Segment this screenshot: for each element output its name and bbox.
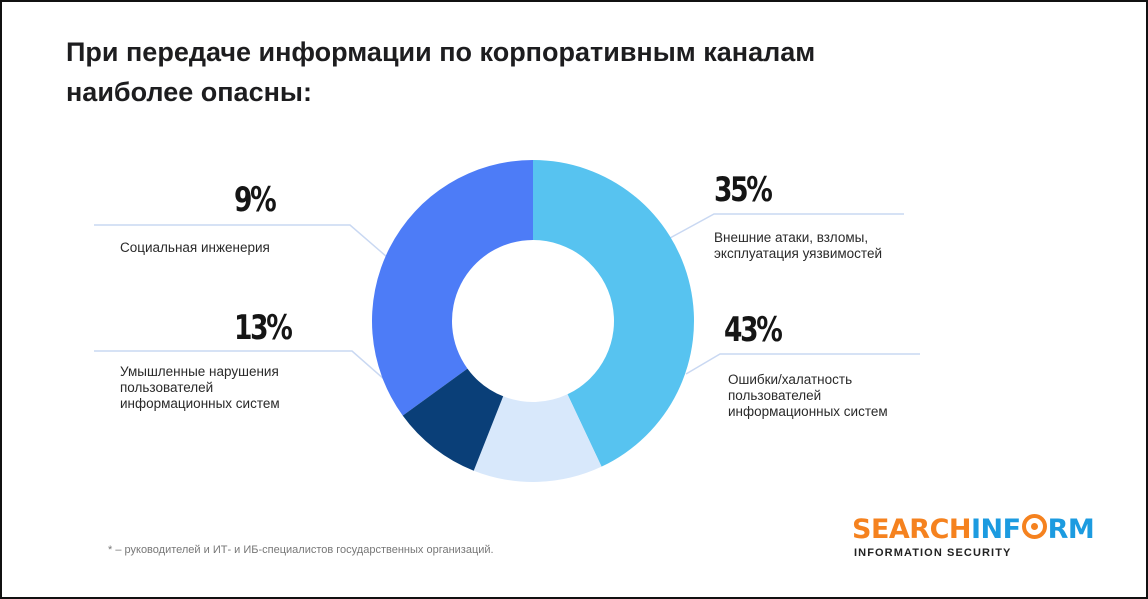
label-intentional: Умышленные нарушения пользователей инфор… <box>120 364 280 412</box>
searchinform-logo: SEARCHINF RM INFORMATION SECURITY <box>852 514 1095 559</box>
value-social: 9% <box>234 180 277 220</box>
logo-part-inf: INF <box>971 514 1021 545</box>
page-title: При передаче информации по корпоративным… <box>66 32 966 112</box>
label-external-line-1: Внешние атаки, взломы, <box>714 230 869 245</box>
leader-line-external <box>669 213 904 239</box>
value-errors: 43% <box>724 310 783 350</box>
label-intentional-line-2: пользователей <box>120 380 214 395</box>
slice-external-attacks <box>372 160 533 416</box>
logo-wordmark: SEARCHINF RM <box>852 514 1095 545</box>
logo-o-target-icon <box>1021 514 1047 539</box>
label-social-line-1: Социальная инженерия <box>120 240 270 255</box>
value-intentional: 13% <box>234 308 293 348</box>
leader-line-social <box>94 224 403 271</box>
footnote: * – руководителей и ИТ- и ИБ-специалисто… <box>108 544 494 556</box>
label-errors: Ошибки/халатность пользователей информац… <box>728 372 888 420</box>
title-line-2: наиболее опасны: <box>66 77 312 107</box>
title-line-1: При передаче информации по корпоративным… <box>66 37 816 67</box>
logo-part-search: SEARCH <box>852 514 972 545</box>
leader-line-errors <box>685 353 920 375</box>
label-errors-line-1: Ошибки/халатность <box>728 372 853 387</box>
label-errors-line-3: информационных систем <box>728 404 888 419</box>
label-intentional-line-3: информационных систем <box>120 396 280 411</box>
slice-intentional <box>473 394 602 483</box>
label-social: Социальная инженерия <box>120 240 270 256</box>
label-errors-line-2: пользователей <box>728 388 822 403</box>
label-external-line-2: эксплуатация уязвимостей <box>714 246 882 261</box>
value-external-attacks: 35% <box>714 170 773 210</box>
leader-line-intentional <box>94 350 395 389</box>
slice-errors <box>533 160 694 467</box>
logo-part-rm: RM <box>1047 514 1095 545</box>
slice-social <box>402 368 504 471</box>
logo-subtitle: INFORMATION SECURITY <box>854 547 1012 559</box>
label-external-attacks: Внешние атаки, взломы, эксплуатация уязв… <box>714 230 882 262</box>
label-intentional-line-1: Умышленные нарушения <box>120 364 279 379</box>
